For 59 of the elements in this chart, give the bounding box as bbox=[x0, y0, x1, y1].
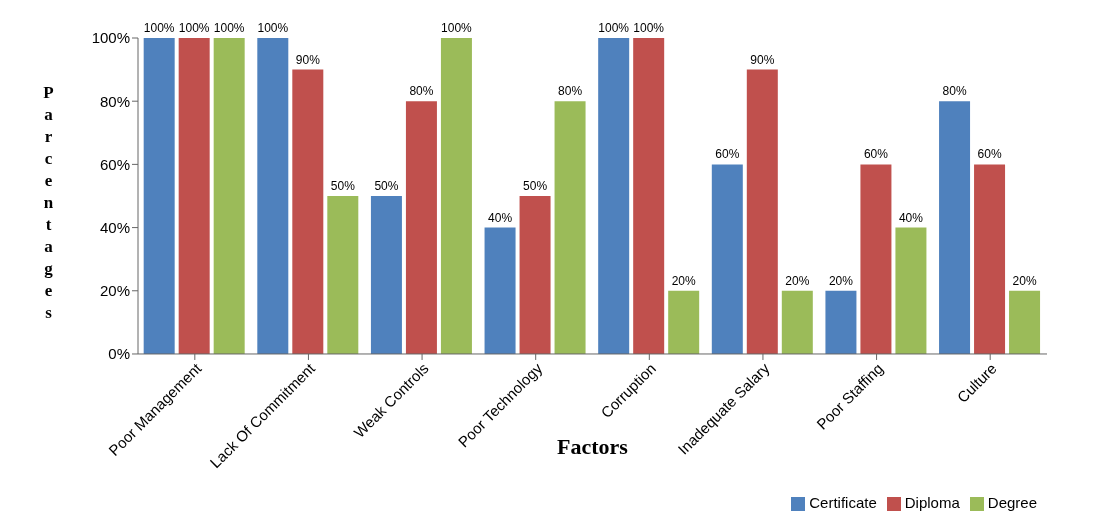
bar bbox=[711, 164, 743, 354]
bar bbox=[825, 290, 857, 354]
data-label: 100% bbox=[143, 21, 175, 35]
legend-label: Diploma bbox=[904, 493, 960, 511]
y-tick-label: 40% bbox=[99, 218, 130, 236]
legend-label: Degree bbox=[987, 493, 1037, 511]
data-label: 20% bbox=[828, 273, 854, 288]
data-label: 90% bbox=[295, 52, 321, 67]
data-label: 100% bbox=[633, 21, 665, 35]
data-label: 80% bbox=[409, 84, 434, 99]
y-tick-label: 60% bbox=[99, 155, 130, 173]
bar bbox=[213, 38, 245, 354]
bar bbox=[598, 38, 630, 354]
bar bbox=[292, 69, 324, 354]
data-label: 50% bbox=[374, 178, 399, 193]
bar bbox=[327, 195, 359, 354]
data-label: 90% bbox=[750, 52, 775, 67]
bar bbox=[257, 38, 289, 354]
bar bbox=[519, 195, 551, 354]
bar bbox=[939, 101, 971, 354]
data-label: 100% bbox=[178, 21, 210, 35]
bar bbox=[974, 164, 1006, 354]
bar bbox=[668, 290, 700, 354]
bar bbox=[370, 195, 402, 354]
data-label: 40% bbox=[898, 210, 924, 225]
bar bbox=[554, 101, 586, 354]
data-label: 100% bbox=[213, 21, 245, 35]
bar bbox=[633, 38, 665, 354]
y-axis-title: Parcentages bbox=[38, 83, 58, 325]
data-label: 100% bbox=[257, 21, 289, 35]
bar bbox=[860, 164, 892, 354]
bar bbox=[405, 101, 437, 354]
y-tick-label: 0% bbox=[108, 345, 130, 363]
bar bbox=[895, 227, 927, 354]
bar bbox=[1009, 290, 1041, 354]
legend-label: Certificate bbox=[809, 493, 877, 511]
y-tick-label: 20% bbox=[99, 282, 130, 300]
data-label: 100% bbox=[598, 21, 630, 35]
data-label: 40% bbox=[488, 210, 513, 225]
bar bbox=[484, 227, 516, 354]
data-label: 100% bbox=[441, 21, 473, 35]
bar bbox=[143, 38, 175, 354]
data-label: 20% bbox=[671, 273, 697, 288]
data-label: 20% bbox=[1012, 273, 1037, 288]
bar bbox=[440, 38, 472, 354]
bar bbox=[178, 38, 210, 354]
x-axis-title: Factors bbox=[557, 433, 629, 459]
bar bbox=[781, 290, 813, 354]
y-tick-label: 80% bbox=[99, 92, 130, 110]
data-label: 80% bbox=[942, 84, 967, 99]
data-label: 80% bbox=[558, 84, 583, 99]
data-label: 60% bbox=[715, 147, 740, 162]
data-label: 60% bbox=[863, 147, 889, 162]
data-label: 50% bbox=[330, 178, 356, 193]
data-label: 60% bbox=[977, 147, 1002, 162]
data-label: 50% bbox=[523, 178, 548, 193]
data-label: 20% bbox=[785, 273, 810, 288]
bar bbox=[746, 69, 778, 354]
y-tick-label: 100% bbox=[91, 29, 130, 47]
